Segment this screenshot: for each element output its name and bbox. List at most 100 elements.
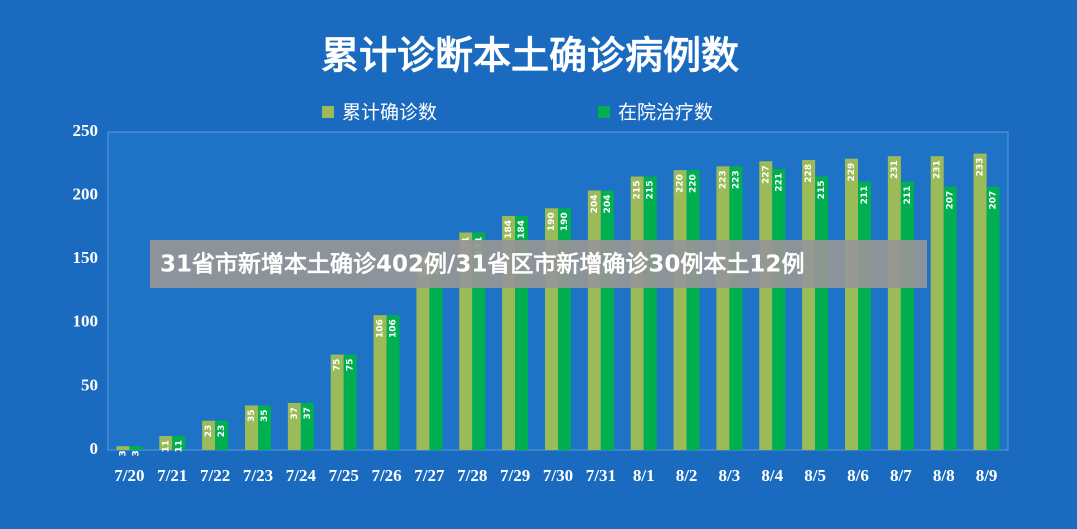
y-tick-label: 150 xyxy=(73,248,99,267)
x-tick-label: 7/27 xyxy=(414,466,445,485)
data-label: 228 xyxy=(804,164,814,183)
data-label: 231 xyxy=(890,160,900,179)
bar xyxy=(245,405,258,450)
bar xyxy=(887,156,901,450)
data-label: 75 xyxy=(346,359,356,372)
legend-label: 在院治疗数 xyxy=(618,102,713,124)
bar xyxy=(930,156,944,450)
bar xyxy=(986,186,1000,451)
bar xyxy=(215,420,229,450)
x-tick-label: 8/9 xyxy=(976,466,998,485)
x-tick-label: 7/26 xyxy=(371,466,401,485)
x-tick-label: 8/8 xyxy=(933,466,955,485)
overlay-banner xyxy=(150,240,927,288)
data-label: 223 xyxy=(718,170,728,189)
data-label: 215 xyxy=(633,181,643,200)
y-tick-label: 0 xyxy=(90,439,99,458)
x-tick-label: 7/21 xyxy=(157,466,187,485)
x-tick-label: 7/25 xyxy=(329,466,359,485)
x-tick-label: 7/23 xyxy=(243,466,273,485)
x-tick-label: 7/22 xyxy=(200,466,230,485)
chart-title: 累计诊断本土确诊病例数 xyxy=(321,34,739,78)
data-label: 23 xyxy=(217,425,227,438)
data-label: 211 xyxy=(903,186,913,205)
data-label: 204 xyxy=(603,195,613,214)
bar xyxy=(343,354,357,450)
y-tick-label: 100 xyxy=(73,312,99,331)
data-label: 75 xyxy=(333,359,343,372)
x-tick-label: 8/5 xyxy=(804,466,826,485)
data-label: 3 xyxy=(131,450,141,456)
y-tick-label: 50 xyxy=(81,375,98,394)
bar xyxy=(759,161,773,451)
bar xyxy=(600,190,614,450)
legend-swatch xyxy=(322,106,334,118)
x-tick-label: 7/30 xyxy=(543,466,573,485)
bar xyxy=(858,181,871,450)
data-label: 190 xyxy=(560,212,570,231)
x-tick-label: 8/4 xyxy=(761,466,783,485)
bar xyxy=(258,405,271,450)
y-tick-label: 200 xyxy=(73,185,99,204)
legend-label: 累计确诊数 xyxy=(342,102,437,124)
bar xyxy=(815,176,829,450)
bar xyxy=(729,166,743,450)
data-label: 221 xyxy=(774,173,784,192)
bar xyxy=(643,176,657,450)
bar xyxy=(943,186,957,451)
x-tick-label: 8/3 xyxy=(719,466,741,485)
bar xyxy=(172,436,186,450)
x-tick-label: 8/7 xyxy=(890,466,912,485)
bar xyxy=(202,420,216,450)
data-label: 106 xyxy=(376,319,386,338)
data-label: 231 xyxy=(933,160,943,179)
bar xyxy=(159,436,173,450)
bar xyxy=(116,446,130,450)
bar xyxy=(373,315,387,450)
data-label: 223 xyxy=(731,170,741,189)
bar xyxy=(330,354,344,450)
data-label: 211 xyxy=(860,186,870,205)
bar xyxy=(386,315,400,450)
bar xyxy=(686,170,700,450)
bar xyxy=(429,252,443,450)
x-tick-label: 7/20 xyxy=(114,466,144,485)
data-label: 220 xyxy=(676,174,686,193)
x-tick-label: 8/6 xyxy=(847,466,869,485)
y-tick-label: 250 xyxy=(73,121,99,140)
data-label: 220 xyxy=(689,174,699,193)
data-label: 23 xyxy=(204,425,214,438)
data-label: 3 xyxy=(118,450,128,456)
x-tick-label: 7/28 xyxy=(457,466,487,485)
data-label: 37 xyxy=(303,407,313,420)
data-label: 215 xyxy=(646,181,656,200)
data-label: 204 xyxy=(590,195,600,214)
x-tick-label: 7/31 xyxy=(586,466,616,485)
bar xyxy=(287,402,301,450)
bar xyxy=(772,168,786,450)
x-tick-label: 7/24 xyxy=(286,466,317,485)
bar xyxy=(587,190,601,450)
data-label: 11 xyxy=(161,440,171,453)
bar xyxy=(845,158,858,450)
bar xyxy=(802,159,816,450)
bar xyxy=(416,252,430,450)
legend-swatch xyxy=(598,106,610,118)
bar xyxy=(129,446,143,450)
overlay-text: 31省市新增本土确诊402例/31省区市新增确诊30例本土12例 xyxy=(160,251,804,278)
x-tick-label: 7/29 xyxy=(500,466,530,485)
data-label: 207 xyxy=(989,191,999,210)
data-label: 227 xyxy=(761,165,771,184)
x-tick-label: 8/2 xyxy=(676,466,698,485)
data-label: 207 xyxy=(946,191,956,210)
data-label: 11 xyxy=(174,440,184,453)
data-label: 106 xyxy=(389,319,399,338)
data-label: 233 xyxy=(976,158,986,177)
data-label: 184 xyxy=(517,220,527,239)
bar xyxy=(673,170,687,450)
bar xyxy=(716,166,730,450)
data-label: 35 xyxy=(247,409,257,422)
data-label: 229 xyxy=(847,163,857,182)
